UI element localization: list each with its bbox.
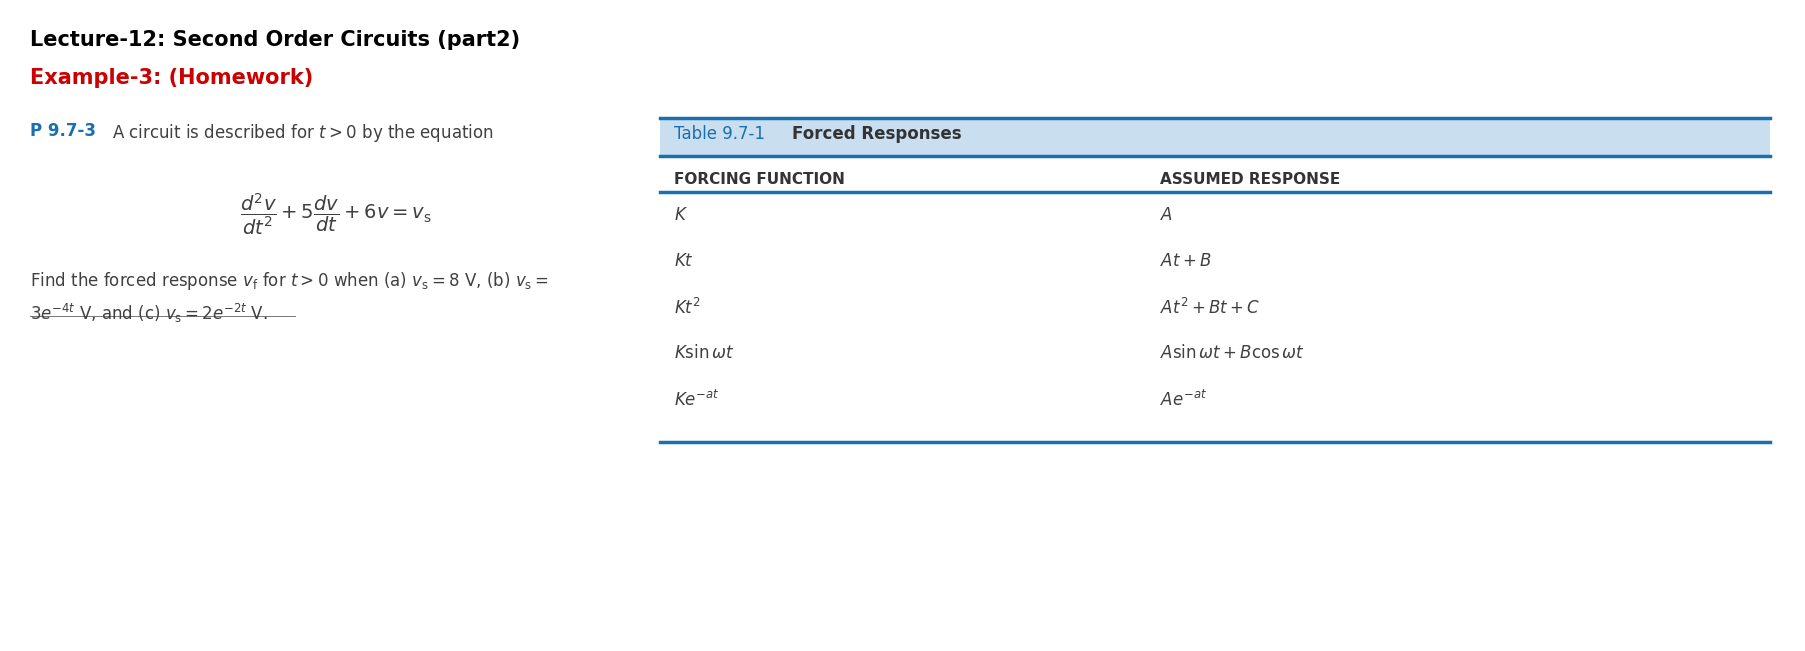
Text: $3e^{-4t}$ V, and (c) $v_{\mathrm{s}} = 2e^{-2t}$ V.: $3e^{-4t}$ V, and (c) $v_{\mathrm{s}} = … [31, 302, 267, 325]
Text: Table 9.7-1: Table 9.7-1 [673, 125, 774, 143]
Text: ASSUMED RESPONSE: ASSUMED RESPONSE [1159, 172, 1339, 187]
Text: Lecture-12: Second Order Circuits (part2): Lecture-12: Second Order Circuits (part2… [31, 30, 520, 50]
Text: $\dfrac{d^2v}{dt^2} + 5\dfrac{dv}{dt} + 6v = v_{\mathrm{s}}$: $\dfrac{d^2v}{dt^2} + 5\dfrac{dv}{dt} + … [240, 192, 431, 238]
Text: $Kt^2$: $Kt^2$ [673, 298, 700, 318]
Text: Example-3: (Homework): Example-3: (Homework) [31, 68, 312, 88]
Text: $At + B$: $At + B$ [1159, 252, 1211, 270]
Text: A circuit is described for $t > 0$ by the equation: A circuit is described for $t > 0$ by th… [112, 122, 493, 144]
Text: P 9.7-3: P 9.7-3 [31, 122, 96, 140]
Text: Forced Responses: Forced Responses [792, 125, 960, 143]
Text: $Kt$: $Kt$ [673, 252, 693, 270]
Text: $Ke^{-at}$: $Ke^{-at}$ [673, 390, 720, 410]
Text: $A$: $A$ [1159, 206, 1173, 224]
Text: $K$: $K$ [673, 206, 688, 224]
Text: $A\sin\omega t + B\cos\omega t$: $A\sin\omega t + B\cos\omega t$ [1159, 344, 1303, 362]
FancyBboxPatch shape [659, 118, 1769, 156]
Text: FORCING FUNCTION: FORCING FUNCTION [673, 172, 845, 187]
Text: $Ae^{-at}$: $Ae^{-at}$ [1159, 390, 1206, 410]
Text: $At^2 + Bt + C$: $At^2 + Bt + C$ [1159, 298, 1260, 318]
Text: $K\sin\omega t$: $K\sin\omega t$ [673, 344, 735, 362]
Text: Find the forced response $v_{\mathrm{f}}$ for $t > 0$ when (a) $v_{\mathrm{s}} =: Find the forced response $v_{\mathrm{f}}… [31, 270, 549, 292]
